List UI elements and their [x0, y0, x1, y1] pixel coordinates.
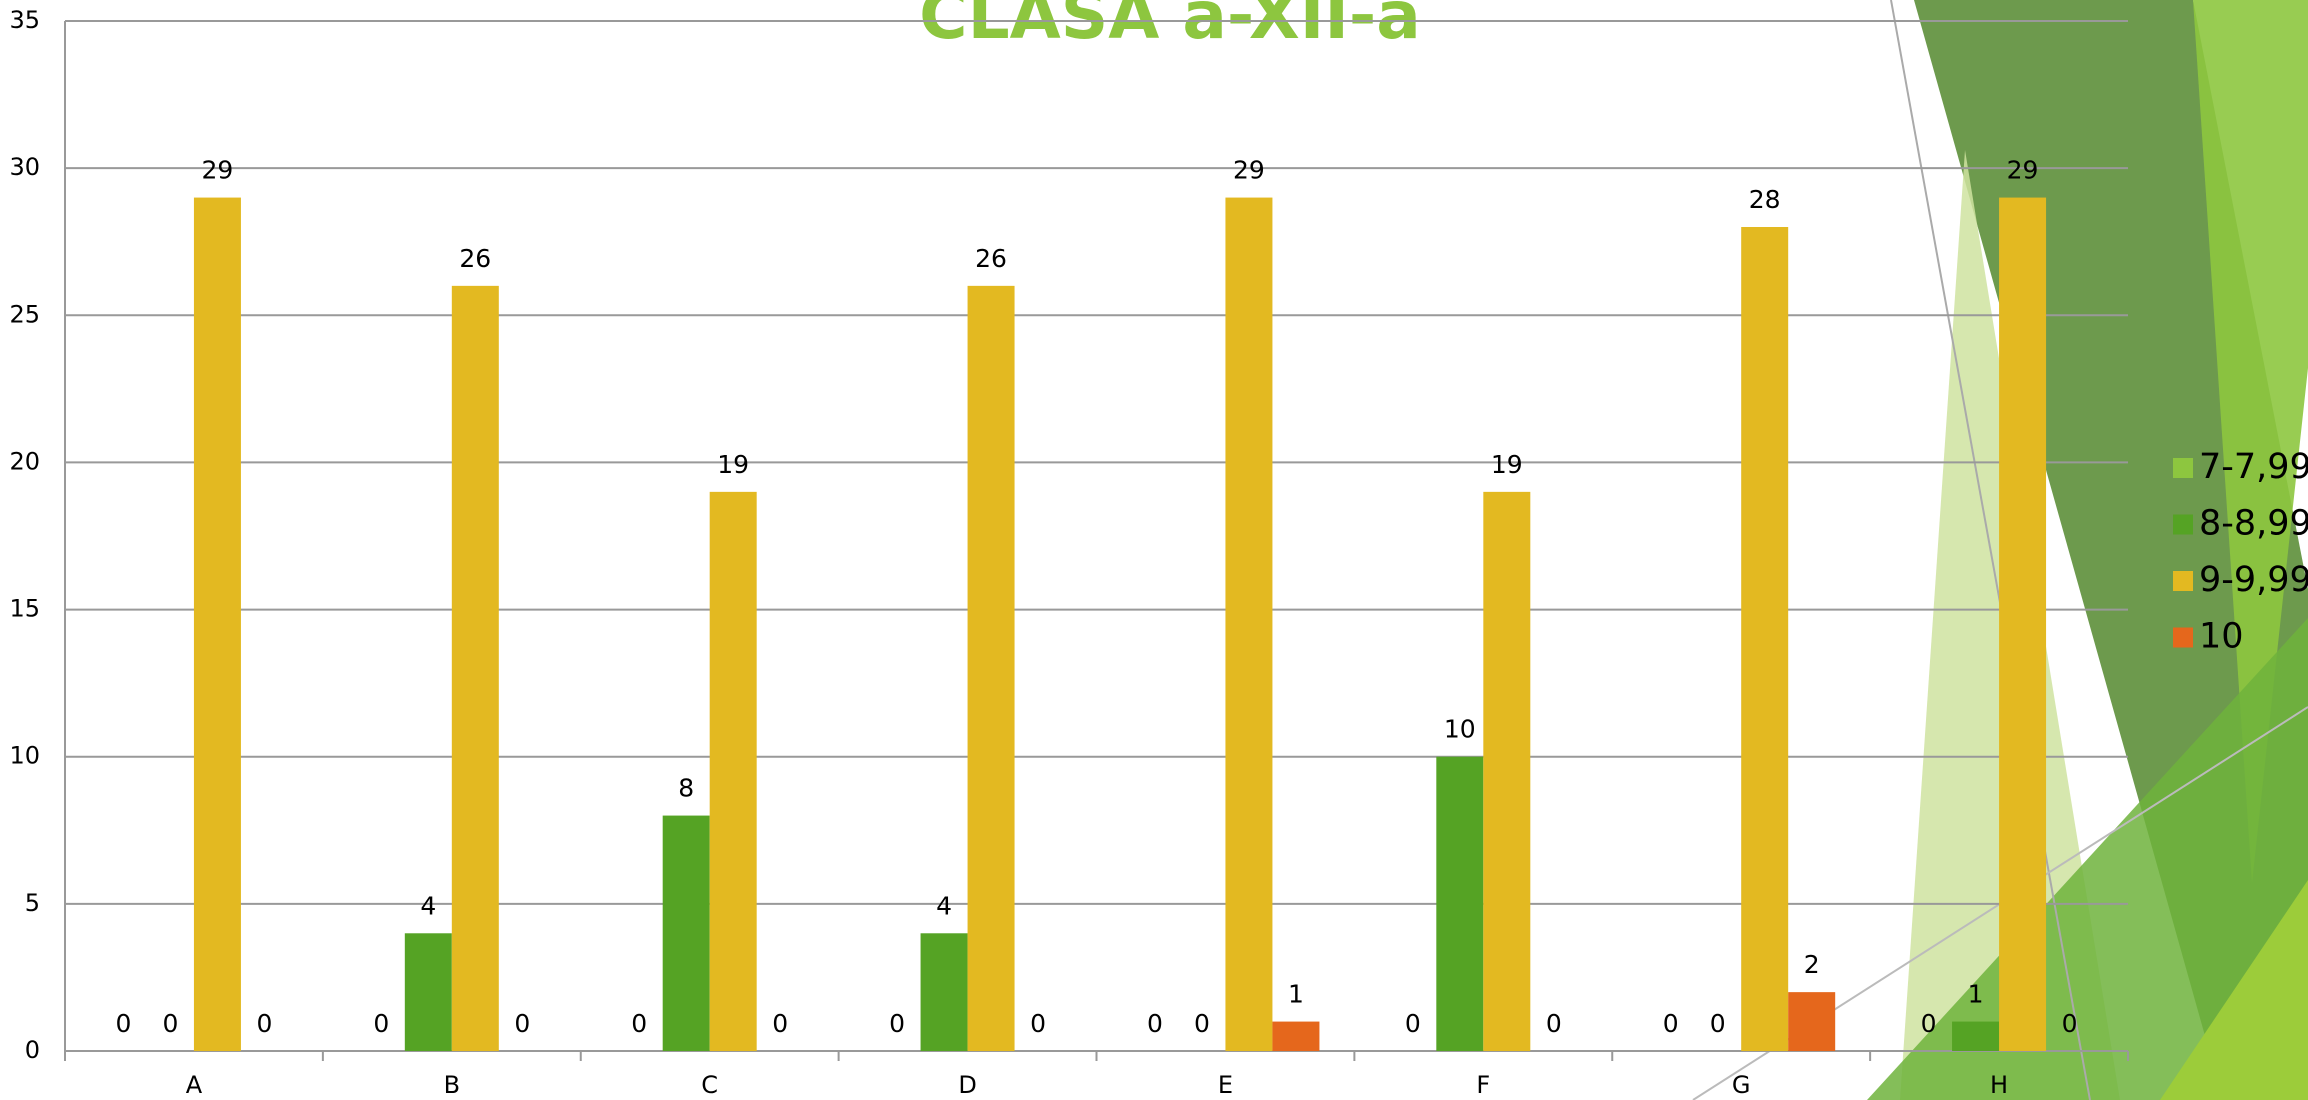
- data-label: 29: [1233, 156, 1265, 185]
- bar: [1952, 1021, 2000, 1051]
- data-label: 0: [115, 1009, 131, 1038]
- y-tick-label: 20: [9, 447, 40, 475]
- y-tick-label: 30: [9, 153, 40, 181]
- bar: [451, 285, 499, 1051]
- legend-label: 9-9,99: [2199, 560, 2308, 600]
- data-label: 0: [772, 1009, 788, 1038]
- y-tick-label: 5: [25, 889, 40, 917]
- decor-shape: [2193, 0, 2308, 883]
- data-label: 1: [1968, 980, 1984, 1009]
- x-tick-label: F: [1476, 1071, 1490, 1099]
- bar: [404, 933, 452, 1051]
- data-label: 4: [936, 891, 952, 920]
- data-label: 0: [1663, 1009, 1679, 1038]
- data-label: 0: [1194, 1009, 1210, 1038]
- data-label: 0: [1405, 1009, 1421, 1038]
- data-label: 0: [256, 1009, 272, 1038]
- data-label: 4: [420, 891, 436, 920]
- x-tick-label: B: [444, 1071, 460, 1099]
- legend-swatch: [2173, 627, 2193, 648]
- bar: [967, 285, 1015, 1051]
- bar: [1225, 197, 1273, 1052]
- data-label: 19: [717, 450, 749, 479]
- data-label: 29: [202, 156, 234, 185]
- data-label: 0: [162, 1009, 178, 1038]
- data-label: 28: [1749, 185, 1781, 214]
- x-tick-label: A: [186, 1071, 203, 1099]
- data-label: 10: [1444, 715, 1476, 744]
- y-tick-label: 0: [25, 1036, 40, 1064]
- bar: [1999, 197, 2047, 1052]
- decor-line: [1890, 0, 2091, 1100]
- data-label: 0: [1546, 1009, 1562, 1038]
- bar: [1436, 756, 1484, 1051]
- bar: [920, 933, 968, 1051]
- bar: [662, 815, 710, 1051]
- legend-swatch: [2173, 514, 2193, 535]
- x-tick-label: C: [701, 1071, 718, 1099]
- decor-shape: [2160, 880, 2308, 1100]
- legend-swatch: [2173, 571, 2193, 591]
- data-label: 0: [514, 1009, 530, 1038]
- data-label: 0: [631, 1009, 647, 1038]
- legend-label: 7-7,99: [2199, 447, 2308, 487]
- data-label: 0: [2062, 1009, 2078, 1038]
- y-tick-label: 25: [9, 300, 40, 328]
- y-tick-label: 10: [9, 742, 40, 770]
- y-tick-label: 35: [9, 6, 40, 34]
- data-label: 19: [1491, 450, 1523, 479]
- x-tick-label: H: [1990, 1071, 2008, 1099]
- bar: [709, 491, 757, 1051]
- bar: [1272, 1021, 1320, 1051]
- bar: [1788, 992, 1836, 1051]
- data-label: 8: [678, 774, 694, 803]
- data-label: 26: [975, 244, 1007, 273]
- x-tick-label: D: [958, 1071, 976, 1099]
- data-label: 0: [1147, 1009, 1163, 1038]
- x-tick-label: G: [1732, 1071, 1751, 1099]
- data-label: 0: [889, 1009, 905, 1038]
- legend-swatch: [2173, 458, 2193, 478]
- legend-label: 8-8,99: [2199, 504, 2308, 544]
- data-label: 29: [2007, 156, 2039, 185]
- bar: [1483, 491, 1531, 1051]
- data-label: 26: [459, 244, 491, 273]
- data-label: 0: [1921, 1009, 1937, 1038]
- data-label: 2: [1804, 950, 1820, 979]
- chart-title: CLASA a-XII-a: [919, 0, 1421, 54]
- data-label: 0: [1030, 1009, 1046, 1038]
- bar: [1741, 227, 1789, 1051]
- bar: [193, 197, 241, 1052]
- y-tick-label: 15: [9, 595, 40, 623]
- data-label: 0: [1710, 1009, 1726, 1038]
- data-label: 1: [1288, 980, 1304, 1009]
- legend-label: 10: [2199, 617, 2244, 657]
- x-tick-label: E: [1218, 1071, 1233, 1099]
- decor-shape: [1867, 618, 2308, 1100]
- data-label: 0: [373, 1009, 389, 1038]
